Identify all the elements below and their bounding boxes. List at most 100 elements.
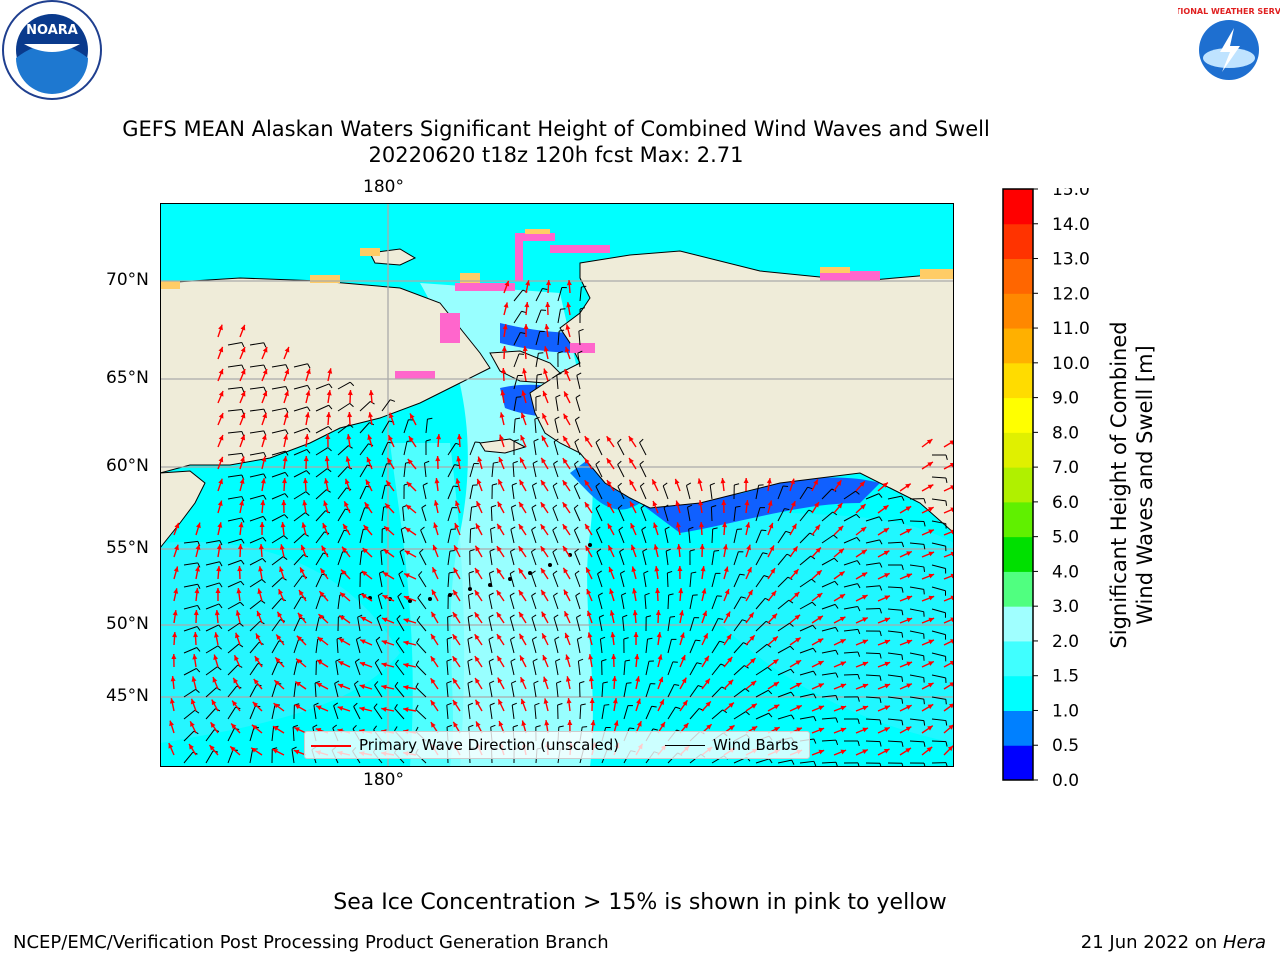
wave-direction-arrowhead bbox=[497, 677, 503, 684]
wave-direction-arrowhead bbox=[705, 701, 711, 707]
wave-direction-arrowhead bbox=[699, 544, 705, 550]
wind-barb bbox=[337, 466, 348, 478]
wind-barb-flag bbox=[619, 548, 624, 553]
wind-barb-flag bbox=[602, 681, 608, 684]
wind-barb bbox=[336, 638, 339, 654]
wind-barb bbox=[617, 508, 625, 522]
wind-barb bbox=[799, 532, 811, 544]
wind-barb bbox=[909, 674, 924, 679]
wave-direction-arrowhead bbox=[543, 346, 549, 352]
wave-direction-arrowhead bbox=[840, 683, 847, 689]
wave-direction-arrowhead bbox=[212, 676, 218, 683]
wave-direction-arrowhead bbox=[610, 632, 616, 638]
wind-barb bbox=[509, 573, 515, 588]
wave-zone-mid bbox=[390, 443, 465, 767]
wave-direction-arrowhead bbox=[632, 588, 637, 594]
wave-direction-arrowhead bbox=[281, 478, 287, 484]
wave-direction-arrowhead bbox=[262, 368, 268, 375]
wind-barb bbox=[249, 727, 255, 742]
wave-direction-arrowhead bbox=[792, 546, 798, 552]
colorbar-cell bbox=[1003, 432, 1033, 468]
wave-direction-arrowhead bbox=[720, 478, 726, 484]
wind-barb bbox=[843, 606, 858, 610]
wind-barb bbox=[511, 705, 515, 720]
wind-barb bbox=[535, 375, 538, 390]
wind-barb bbox=[337, 551, 344, 566]
wind-barb-flag bbox=[374, 658, 380, 664]
wave-direction-arrowhead bbox=[681, 677, 687, 684]
wave-direction-arrowhead bbox=[262, 412, 267, 419]
wind-barb-flag bbox=[813, 670, 817, 676]
wind-barb bbox=[249, 578, 263, 588]
wave-direction-arrowhead bbox=[389, 412, 394, 419]
wave-direction-arrowhead bbox=[766, 478, 772, 484]
wind-barb bbox=[622, 617, 625, 632]
wind-barb-flag bbox=[535, 395, 541, 398]
wind-barb bbox=[271, 514, 285, 522]
wind-barb bbox=[447, 443, 457, 456]
sea-ice-note: Sea Ice Concentration > 15% is shown in … bbox=[333, 890, 947, 915]
wave-direction-arrowhead bbox=[251, 724, 258, 730]
colorbar-title: Significant Height of Combined Wind Wave… bbox=[1102, 305, 1162, 665]
wind-barb bbox=[887, 608, 902, 611]
wind-barb bbox=[931, 652, 946, 657]
wind-barb-flag bbox=[617, 438, 622, 443]
wind-barb-flag bbox=[489, 702, 495, 706]
wind-barb bbox=[359, 551, 363, 566]
wind-barb-flag bbox=[813, 761, 817, 767]
wave-direction-arrowhead bbox=[317, 660, 323, 665]
wind-barb bbox=[227, 601, 241, 610]
wave-direction-arrowhead bbox=[367, 434, 373, 441]
wind-barb-flag bbox=[489, 570, 495, 574]
wave-direction-arrowhead bbox=[362, 547, 368, 554]
wave-direction-arrowhead bbox=[607, 501, 613, 508]
wave-direction-arrowhead bbox=[323, 500, 329, 507]
wave-direction-arrowhead bbox=[341, 569, 347, 575]
wind-barb-flag bbox=[740, 596, 747, 599]
wind-barb-flag bbox=[219, 540, 223, 546]
wave-direction-arrowhead bbox=[240, 324, 246, 331]
wave-direction-arrowhead bbox=[218, 391, 224, 397]
wave-direction-arrowhead bbox=[839, 616, 846, 622]
wind-barb bbox=[843, 513, 857, 522]
colorbar-cell bbox=[1003, 467, 1033, 503]
wind-barb-flag bbox=[575, 394, 581, 399]
wind-barb bbox=[183, 667, 197, 676]
colorbar-cell bbox=[1003, 571, 1033, 607]
wind-barb-flag bbox=[641, 526, 647, 531]
wave-direction-arrowhead bbox=[927, 461, 933, 467]
colorbar-cell bbox=[1003, 223, 1033, 260]
wave-direction-arrowhead bbox=[360, 639, 366, 645]
wave-direction-arrowhead bbox=[772, 636, 778, 642]
wind-barb bbox=[249, 515, 264, 522]
wind-barb-flag bbox=[520, 332, 526, 334]
wind-barb bbox=[395, 663, 405, 676]
wave-direction-arrowhead bbox=[565, 654, 571, 661]
wave-direction-arrowhead bbox=[518, 524, 524, 530]
wave-direction-arrowhead bbox=[675, 522, 681, 528]
colorbar-tick-label: 0.5 bbox=[1052, 736, 1079, 756]
wind-barb-flag bbox=[763, 574, 769, 578]
wind-barb bbox=[909, 630, 924, 635]
wind-barb-flag bbox=[833, 557, 839, 563]
wind-barb bbox=[598, 617, 603, 632]
wave-direction-arrowhead bbox=[173, 566, 179, 572]
wind-barb bbox=[617, 464, 625, 478]
wave-direction-arrowhead bbox=[584, 480, 590, 486]
wind-barb-flag bbox=[328, 383, 333, 389]
wave-direction-arrowhead bbox=[359, 706, 365, 712]
wind-barb bbox=[733, 529, 738, 544]
wind-barb-flag bbox=[532, 460, 538, 464]
wave-direction-arrowhead bbox=[678, 588, 684, 594]
wind-barb bbox=[249, 386, 264, 390]
wind-barb bbox=[271, 661, 279, 676]
wind-barb bbox=[205, 729, 215, 742]
wind-barb bbox=[733, 596, 742, 610]
wave-direction-arrowhead bbox=[381, 640, 388, 645]
wind-barb-flag bbox=[575, 592, 581, 597]
wave-direction-arrowhead bbox=[630, 523, 636, 529]
wind-barb bbox=[532, 463, 537, 478]
wind-barb bbox=[513, 310, 522, 324]
wind-barb bbox=[663, 507, 669, 522]
wave-direction-arrowhead bbox=[587, 610, 592, 617]
